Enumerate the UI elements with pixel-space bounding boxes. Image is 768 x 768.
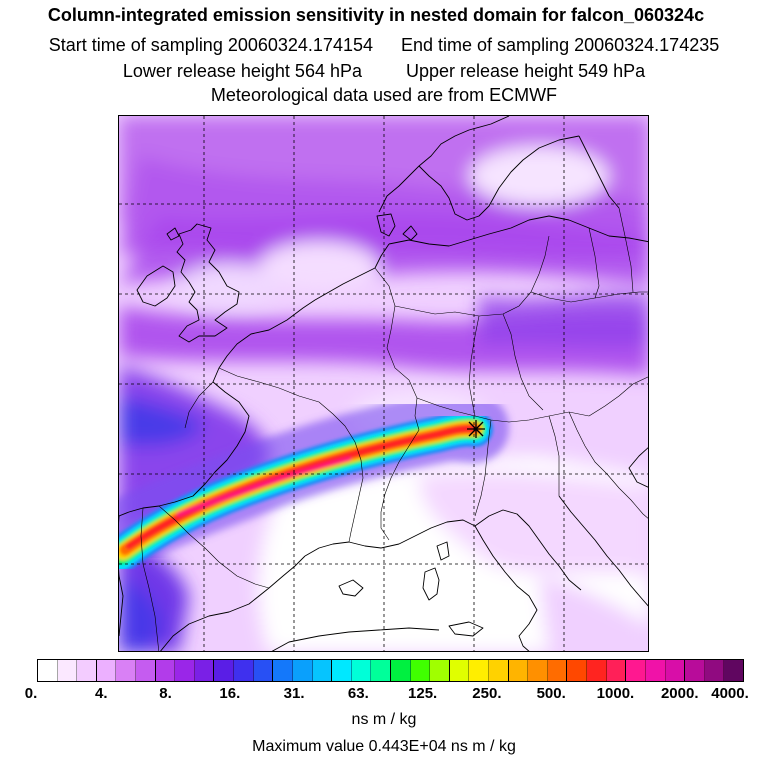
colorbar-segment: [234, 660, 254, 681]
start-time-label: Start time of sampling 20060324.174154: [48, 35, 373, 55]
colorbar-segment: [508, 660, 529, 681]
colorbar-segment: [704, 660, 725, 681]
colorbar-segment: [410, 660, 431, 681]
grid-lines: [119, 116, 648, 651]
sampling-times: Start time of sampling 20060324.174154 En…: [0, 34, 768, 56]
colorbar-tick-label: 2000.: [660, 685, 699, 702]
upper-release-label: Upper release height 549 hPa: [406, 61, 646, 81]
colorbar-segment: [351, 660, 372, 681]
lower-release-label: Lower release height 564 hPa: [122, 61, 362, 81]
colorbar-tick-label: 250.: [472, 685, 502, 702]
colorbar: [37, 659, 744, 682]
colorbar-segment: [685, 660, 705, 681]
colorbar-tick-label: 0.: [24, 685, 38, 702]
colorbar-segment: [273, 660, 293, 681]
met-data-label: Meteorological data used are from ECMWF: [210, 85, 558, 105]
colorbar-tick-label: 8.: [159, 685, 172, 702]
colorbar-segment: [77, 660, 97, 681]
colorbar-segment: [371, 660, 391, 681]
colorbar-segment: [528, 660, 548, 681]
colorbar-segment: [332, 660, 352, 681]
colorbar-segment: [38, 660, 58, 681]
colorbar-tick-label: 500.: [536, 685, 566, 702]
colorbar-units: ns m / kg: [351, 711, 417, 728]
colorbar-segment: [175, 660, 195, 681]
colorbar-segment: [449, 660, 470, 681]
release-heights: Lower release height 564 hPa Upper releas…: [0, 60, 768, 82]
colorbar-tick-label: 125.: [408, 685, 438, 702]
colorbar-tick-label: 4.: [95, 685, 108, 702]
colorbar-segment: [489, 660, 509, 681]
colorbar-tick-label: 4000.: [711, 685, 749, 702]
colorbar-segment: [136, 660, 156, 681]
colorbar-segment: [469, 660, 490, 681]
colorbar-segment: [390, 660, 411, 681]
colorbar-segment: [194, 660, 215, 681]
national-borders: [140, 207, 648, 651]
colorbar-segment: [57, 660, 78, 681]
colorbar-segment: [96, 660, 117, 681]
colorbar-segment: [606, 660, 627, 681]
map-panel: [118, 115, 649, 652]
colorbar-tick-label: 31.: [283, 685, 305, 702]
colorbar-segment: [587, 660, 607, 681]
release-point-marker: [467, 420, 485, 438]
colorbar-tick-label: 1000.: [596, 685, 635, 702]
colorbar-tick-label: 16.: [219, 685, 241, 702]
colorbar-segment: [626, 660, 646, 681]
colorbar-segment: [312, 660, 333, 681]
emission-plume: [119, 390, 509, 574]
colorbar-segment: [155, 660, 176, 681]
colorbar-segment: [292, 660, 313, 681]
colorbar-segment: [567, 660, 588, 681]
colorbar-segment: [214, 660, 235, 681]
colorbar-segment: [430, 660, 450, 681]
colorbar-segment: [665, 660, 686, 681]
maximum-value-label: Maximum value 0.443E+04 ns m / kg: [252, 738, 516, 755]
end-time-label: End time of sampling 20060324.174235: [401, 35, 720, 55]
plot-title: Column-integrated emission sensitivity i…: [47, 5, 705, 25]
colorbar-segment: [645, 660, 666, 681]
colorbar-segment: [547, 660, 568, 681]
colorbar-segment: [724, 660, 743, 681]
colorbar-segment: [253, 660, 274, 681]
sensitivity-field: [119, 116, 648, 651]
map-canvas: [119, 116, 648, 651]
colorbar-segment: [116, 660, 137, 681]
colorbar-tick-label: 63.: [347, 685, 369, 702]
